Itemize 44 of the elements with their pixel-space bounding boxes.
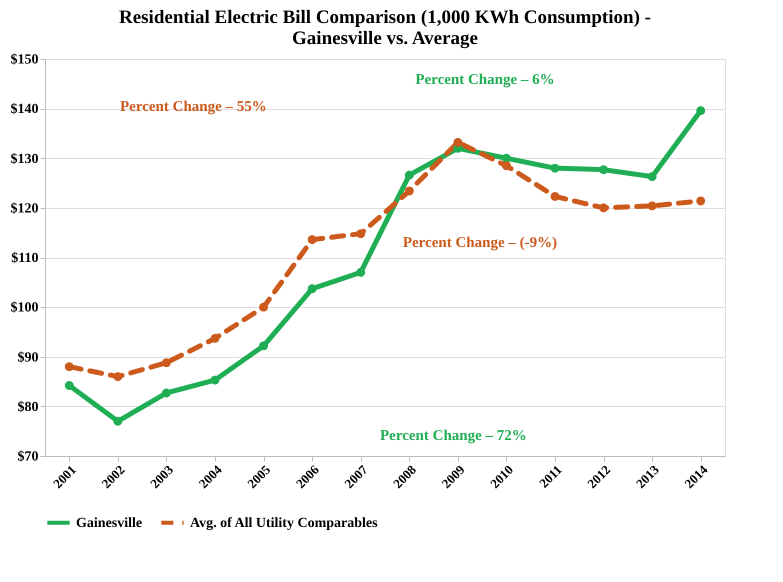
point bbox=[404, 186, 414, 196]
point bbox=[696, 106, 706, 116]
y-tick-label: $120 bbox=[10, 201, 38, 216]
point bbox=[308, 235, 317, 244]
point bbox=[356, 268, 366, 277]
y-tick-label: $100 bbox=[10, 300, 38, 316]
x-tick-label: 2011 bbox=[536, 462, 565, 491]
point bbox=[259, 341, 268, 350]
point bbox=[502, 161, 511, 170]
annotation: Percent Change – 72% bbox=[380, 428, 527, 444]
annotation: Percent Change – 55% bbox=[120, 99, 267, 115]
y-tick-label: $70 bbox=[18, 450, 38, 464]
y-tick-label: $90 bbox=[18, 350, 38, 366]
y-tick-label: $130 bbox=[10, 152, 38, 167]
point bbox=[453, 138, 462, 147]
point bbox=[404, 170, 414, 180]
point bbox=[599, 165, 608, 174]
legend-label: Avg. of All Utility Comparables bbox=[190, 516, 378, 531]
point bbox=[502, 154, 511, 163]
point bbox=[64, 381, 74, 390]
point bbox=[648, 172, 657, 182]
y-tick-label: $110 bbox=[11, 251, 38, 266]
point bbox=[550, 164, 560, 173]
y-tick-label: $150 bbox=[10, 52, 38, 68]
point bbox=[113, 372, 122, 382]
annotation: Percent Change – 6% bbox=[415, 72, 555, 88]
point bbox=[550, 192, 560, 201]
point bbox=[308, 284, 317, 294]
point bbox=[162, 358, 171, 368]
point bbox=[64, 362, 74, 372]
point bbox=[210, 376, 220, 385]
y-tick-label: $140 bbox=[10, 102, 38, 118]
legend-label: Gainesville bbox=[76, 516, 142, 531]
point bbox=[259, 302, 268, 312]
point bbox=[162, 388, 171, 398]
point bbox=[113, 416, 122, 426]
point bbox=[210, 334, 220, 343]
point bbox=[599, 203, 608, 212]
point bbox=[696, 196, 706, 206]
point bbox=[648, 201, 657, 210]
point bbox=[356, 229, 366, 238]
chart-title: Residential Electric Bill Comparison (1,000 KWh Consumption) - Gainesville vs. Average bbox=[118, 7, 652, 49]
y-tick-label: $80 bbox=[18, 400, 38, 415]
annotation: Percent Change – (-9%) bbox=[402, 235, 558, 251]
